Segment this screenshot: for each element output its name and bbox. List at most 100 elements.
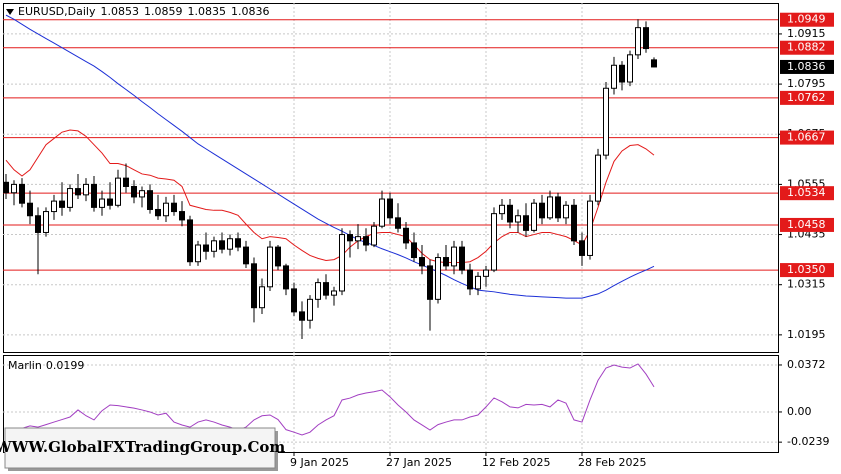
candle-body — [643, 27, 649, 50]
candle-body — [355, 236, 361, 242]
ohlc-high: 1.0859 — [144, 5, 183, 18]
y-tick-label: 0.0372 — [787, 358, 826, 371]
candle-body — [635, 27, 641, 56]
indicator-line — [5, 363, 655, 436]
candle-body — [395, 217, 401, 229]
candle-body — [507, 204, 513, 223]
candle-body — [219, 240, 225, 250]
candle-body — [83, 183, 89, 196]
candle-body — [91, 183, 97, 208]
indicator-panel-frame — [3, 355, 779, 453]
candle-body — [27, 202, 33, 217]
candle-body — [59, 200, 65, 208]
candle-body — [411, 242, 417, 259]
candle-body — [227, 238, 233, 250]
candle-body — [611, 64, 617, 89]
candle-body — [107, 198, 113, 206]
candle-body — [163, 202, 169, 217]
candle-body — [531, 202, 537, 231]
candle-body — [251, 263, 257, 309]
candle-body — [35, 215, 41, 233]
candle-body — [203, 244, 209, 252]
candle-body — [171, 202, 177, 213]
x-tick-label: 9 Jan 2025 — [290, 456, 349, 469]
indicator-value: 0.0199 — [46, 359, 85, 372]
y-tick-label: 1.0195 — [787, 328, 826, 341]
moving-average — [5, 129, 655, 264]
candle-body — [51, 200, 57, 213]
main-panel-frame — [3, 3, 779, 353]
candle-body — [67, 188, 73, 208]
x-tick-label: 28 Feb 2025 — [578, 456, 646, 469]
chart-title: EURUSD,Daily 1.0853 1.0859 1.0835 1.0836 — [18, 5, 269, 18]
candle-body — [323, 282, 329, 296]
candle-body — [131, 185, 137, 198]
candle-body — [99, 198, 105, 208]
level-label: 1.0458 — [787, 218, 826, 231]
ohlc-low: 1.0835 — [187, 5, 226, 18]
candle-body — [563, 204, 569, 219]
level-label-box — [780, 12, 834, 27]
candle-body — [243, 246, 249, 265]
candle-body — [475, 275, 481, 290]
candle-body — [499, 204, 505, 215]
candle-body — [339, 234, 345, 292]
y-tick-label: -0.0239 — [787, 435, 829, 448]
candle-body — [115, 177, 121, 206]
candle-body — [515, 215, 521, 223]
candle-body — [187, 219, 193, 263]
candle-body — [315, 282, 321, 300]
candle-body — [371, 225, 377, 246]
candle-body — [75, 188, 81, 196]
candle-body — [211, 240, 217, 252]
y-tick-label: 1.0315 — [787, 278, 826, 291]
candle-body — [123, 177, 129, 187]
level-label-box — [780, 263, 834, 278]
candle-body — [43, 211, 49, 233]
candle-body — [427, 265, 433, 300]
candle-body — [363, 236, 369, 246]
current-price-box — [780, 59, 834, 74]
candle-body — [459, 246, 465, 271]
candle-body — [275, 246, 281, 267]
candle-body — [483, 269, 489, 277]
candle-body — [579, 240, 585, 256]
candle-body — [403, 227, 409, 244]
level-label: 1.0882 — [787, 41, 826, 54]
candle-body — [619, 64, 625, 83]
candle-body — [283, 265, 289, 290]
candle-body — [539, 202, 545, 219]
level-label: 1.0762 — [787, 91, 826, 104]
candle-body — [299, 311, 305, 321]
candle-body — [307, 298, 313, 321]
x-tick-label: 27 Jan 2025 — [386, 456, 452, 469]
candle-body — [523, 215, 529, 231]
candle-body — [627, 54, 633, 83]
level-label-box — [780, 186, 834, 201]
candle-body — [603, 87, 609, 156]
level-label-box — [780, 217, 834, 232]
candle-body — [291, 288, 297, 313]
candle-body — [155, 208, 161, 217]
ohlc-open: 1.0853 — [100, 5, 139, 18]
y-tick-label: 0.00 — [787, 405, 812, 418]
watermark-box — [4, 427, 276, 469]
watermark: WWW.GlobalFXTradingGroup.Com — [0, 438, 285, 456]
candle-body — [547, 196, 553, 219]
candle-body — [419, 257, 425, 267]
y-tick-label: 1.0915 — [787, 27, 826, 40]
candle-body — [235, 238, 241, 248]
candle-body — [179, 211, 185, 221]
marks: 1.09151.07951.06751.05551.04351.03151.01… — [3, 3, 834, 469]
candle-body — [331, 290, 337, 296]
candle-body — [451, 246, 457, 267]
level-label: 1.0667 — [787, 131, 826, 144]
symbol: EURUSD,Daily — [18, 5, 96, 18]
candle-body — [19, 183, 25, 204]
candle-body — [595, 154, 601, 202]
level-label: 1.0350 — [787, 263, 826, 276]
candle-body — [387, 198, 393, 219]
level-label: 1.0534 — [787, 186, 826, 199]
